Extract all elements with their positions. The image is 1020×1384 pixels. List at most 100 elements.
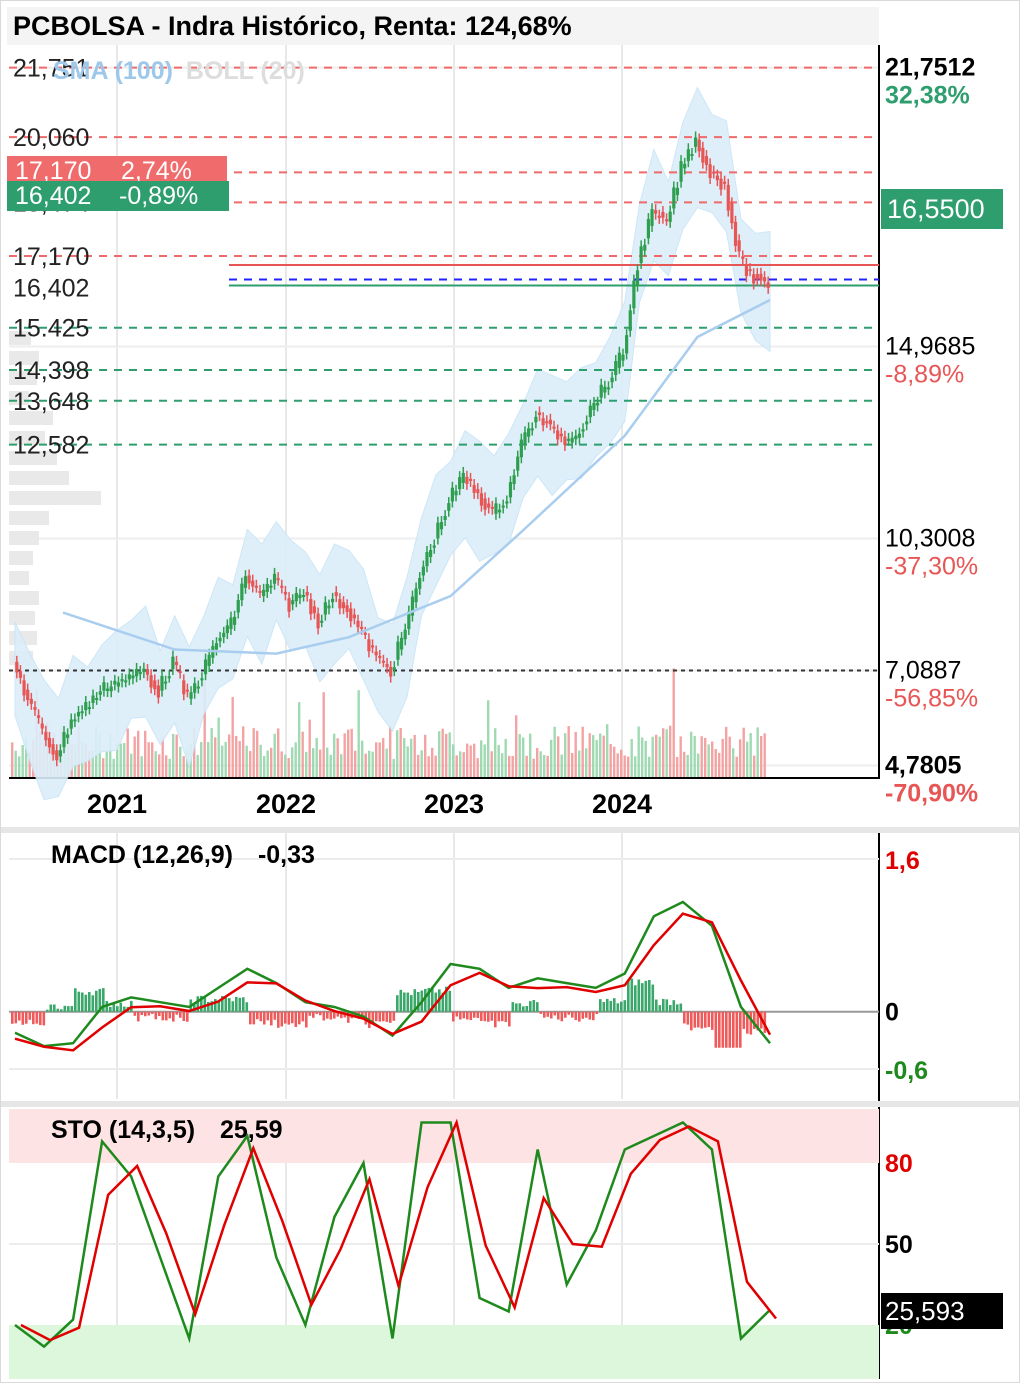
volume-bar xyxy=(158,754,161,777)
panel-separator xyxy=(1,827,1020,833)
volume-bar xyxy=(648,756,651,777)
volume-bar xyxy=(375,742,378,777)
macd-hist-bar xyxy=(655,999,658,1012)
volume-bar xyxy=(644,740,647,777)
macd-hist-bar xyxy=(18,1011,21,1021)
candle-body xyxy=(124,680,128,683)
macd-hist-bar xyxy=(133,1011,137,1016)
volume-bar xyxy=(382,737,385,777)
macd-hist-bar xyxy=(683,1011,686,1024)
volume-profile-bar xyxy=(9,531,39,545)
volume-bar xyxy=(224,741,227,777)
volume-bar xyxy=(413,734,416,777)
volume-bar xyxy=(221,745,224,777)
sma-line-path xyxy=(62,298,771,655)
macd-hist-bar xyxy=(385,1011,389,1022)
macd-hist-bar xyxy=(515,1003,518,1012)
sto-overbought-zone xyxy=(9,1109,879,1163)
macd-hist-bar xyxy=(249,1011,252,1025)
boll-legend: BOLL (20) xyxy=(185,57,305,85)
macd-hist-bar xyxy=(756,1011,760,1031)
candle-body xyxy=(272,573,277,584)
candle-body xyxy=(349,608,353,622)
volume-profile-bar xyxy=(9,491,101,505)
volume-bar xyxy=(452,744,455,777)
candle-body xyxy=(704,156,709,165)
macd-hist-bar xyxy=(280,1011,284,1027)
volume-bar xyxy=(679,736,682,777)
macd-hist-bar xyxy=(315,1011,319,1014)
macd-hist-bar xyxy=(399,989,403,1012)
volume-bar xyxy=(448,732,451,777)
sto-panel: 805020 xyxy=(9,1109,913,1379)
macd-hist-bar xyxy=(581,1011,585,1019)
volume-bar xyxy=(480,740,483,777)
candle-body xyxy=(585,421,589,425)
candle-body xyxy=(95,698,99,701)
macd-hist-bar xyxy=(490,1011,494,1021)
sto-label: STO (14,3,5) xyxy=(51,1116,196,1144)
macd-hist-bar xyxy=(259,1011,263,1022)
macd-hist-bar xyxy=(319,1011,322,1016)
right-axis-price: 14,9685 xyxy=(885,332,975,360)
right-axis-pct: -8,89% xyxy=(885,360,964,388)
volume-bar xyxy=(193,728,196,777)
macd-hist-bar xyxy=(329,1011,333,1020)
macd-hist-bar xyxy=(32,1011,35,1025)
candle-body xyxy=(134,668,139,677)
volume-bar xyxy=(588,733,591,777)
candle-body xyxy=(399,637,404,650)
candle-body xyxy=(730,203,734,224)
volume-bar xyxy=(592,735,595,777)
candle-body xyxy=(236,600,240,613)
candle-body xyxy=(639,246,643,263)
volume-bar xyxy=(319,749,322,777)
macd-hist-bar xyxy=(112,1003,116,1012)
candle-body xyxy=(497,509,502,513)
right-axis-price: 10,3008 xyxy=(885,524,975,552)
candle-body xyxy=(40,723,44,729)
candle-body xyxy=(726,184,730,211)
volume-bar xyxy=(494,728,497,777)
macd-hist-bar xyxy=(172,1011,175,1022)
macd-hist-bar xyxy=(168,1011,172,1019)
volume-bar xyxy=(725,726,728,777)
volume-bar xyxy=(326,747,329,777)
macd-hist-bar xyxy=(571,1011,574,1018)
candle-body xyxy=(468,478,473,481)
macd-hist-bar xyxy=(336,1011,340,1017)
macd-hist-bar xyxy=(165,1011,168,1021)
candle-body xyxy=(378,655,382,658)
candle-body xyxy=(323,602,327,615)
macd-hist-bar xyxy=(543,1011,546,1018)
volume-bar xyxy=(515,715,518,777)
volume-bar xyxy=(21,745,24,777)
volume-bar xyxy=(630,738,633,777)
macd-hist-bar xyxy=(102,988,105,1012)
candle-body xyxy=(407,611,411,629)
candle-body xyxy=(44,731,48,741)
sto-current-badge: 25,593 xyxy=(881,1293,1003,1329)
macd-hist-bar xyxy=(427,987,431,1012)
volume-bar xyxy=(693,735,696,777)
candle-body xyxy=(566,438,571,441)
macd-hist-bar xyxy=(392,1011,396,1021)
macd-hist-bar xyxy=(252,1011,256,1025)
candle-body xyxy=(483,498,487,510)
macd-hist-bar xyxy=(182,1011,186,1022)
volume-bar xyxy=(385,748,388,777)
macd-hist-bar xyxy=(98,988,102,1012)
price-candles xyxy=(15,131,770,767)
macd-hist-bar xyxy=(298,1011,301,1025)
macd-hist-bar xyxy=(270,1011,273,1026)
volume-bar xyxy=(599,733,602,777)
candle-body xyxy=(421,566,425,576)
bollinger-band-area xyxy=(14,86,771,801)
volume-bar xyxy=(417,754,420,777)
candle-body xyxy=(628,310,632,331)
volume-bar xyxy=(420,750,423,777)
macd-hist-bar xyxy=(483,1011,487,1022)
candle-body xyxy=(58,750,62,757)
volume-bar xyxy=(683,751,686,777)
